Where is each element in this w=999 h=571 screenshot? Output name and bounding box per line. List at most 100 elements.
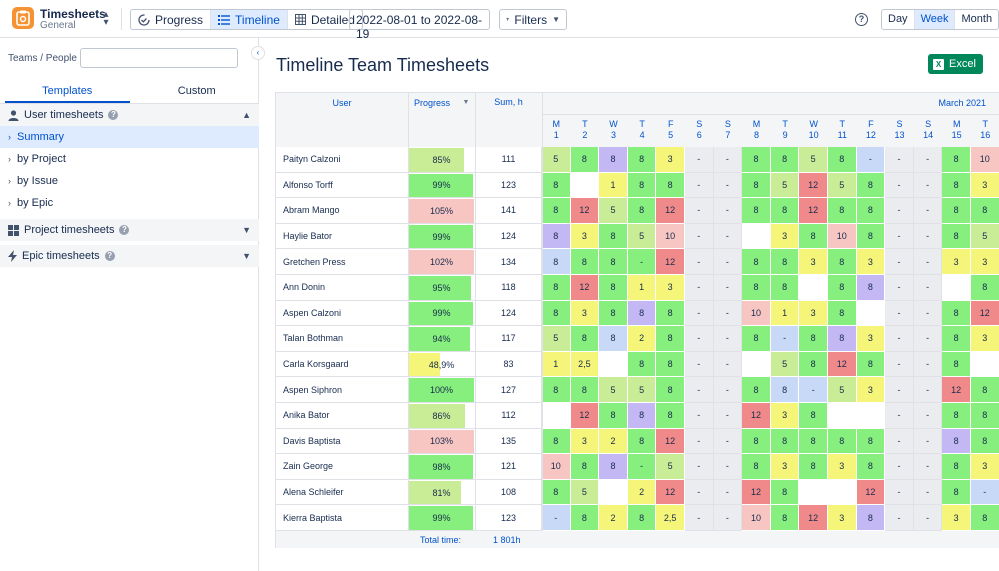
- time-cell[interactable]: -: [913, 377, 943, 403]
- table-row-user-name[interactable]: Alfonso Torff: [276, 173, 408, 199]
- time-cell[interactable]: 8: [570, 147, 600, 173]
- time-cell[interactable]: 3: [656, 147, 685, 173]
- time-cell[interactable]: 8: [656, 403, 685, 429]
- time-cell[interactable]: 8: [627, 198, 657, 224]
- time-cell[interactable]: 8: [770, 428, 800, 455]
- time-cell[interactable]: 5: [627, 223, 657, 250]
- timesheets-app-icon[interactable]: [12, 7, 34, 29]
- time-cell[interactable]: -: [913, 505, 943, 531]
- time-cell[interactable]: -: [885, 326, 914, 352]
- time-cell[interactable]: -: [913, 300, 943, 327]
- time-cell[interactable]: 8: [742, 377, 771, 403]
- time-cell[interactable]: 12: [742, 403, 771, 429]
- time-cell[interactable]: 8: [942, 403, 971, 429]
- time-cell[interactable]: 3: [971, 454, 999, 480]
- column-header-progress[interactable]: Progress: [414, 98, 451, 108]
- time-cell[interactable]: -: [685, 454, 714, 480]
- time-cell[interactable]: 12: [799, 505, 828, 531]
- time-cell[interactable]: 8: [942, 428, 971, 455]
- time-cell[interactable]: [542, 403, 571, 429]
- collapse-sidebar-button[interactable]: ‹: [251, 46, 265, 60]
- time-cell[interactable]: -: [713, 428, 743, 455]
- time-cell[interactable]: -: [885, 377, 914, 403]
- time-cell[interactable]: 8: [542, 275, 571, 301]
- time-cell[interactable]: 8: [856, 223, 886, 250]
- time-cell[interactable]: [799, 275, 828, 301]
- time-cell[interactable]: 12: [742, 479, 771, 506]
- time-cell[interactable]: 8: [542, 198, 571, 224]
- time-cell[interactable]: 8: [542, 479, 571, 506]
- time-cell[interactable]: -: [913, 223, 943, 250]
- time-cell[interactable]: 5: [627, 377, 657, 403]
- time-cell[interactable]: 3: [570, 223, 600, 250]
- time-cell[interactable]: 8: [799, 326, 828, 352]
- time-cell[interactable]: 8: [770, 147, 800, 173]
- time-cell[interactable]: -: [685, 479, 714, 506]
- time-cell[interactable]: 5: [542, 147, 571, 173]
- table-row-user-name[interactable]: Kierra Baptista: [276, 505, 408, 531]
- time-cell[interactable]: -: [885, 351, 914, 378]
- time-cell[interactable]: 5: [542, 326, 571, 352]
- table-row-user-name[interactable]: Talan Bothman: [276, 326, 408, 352]
- time-cell[interactable]: 8: [742, 454, 771, 480]
- time-cell[interactable]: 3: [828, 454, 857, 480]
- time-cell[interactable]: -: [685, 326, 714, 352]
- time-cell[interactable]: -: [885, 172, 914, 199]
- time-cell[interactable]: [570, 172, 600, 199]
- time-cell[interactable]: 3: [770, 223, 800, 250]
- time-cell[interactable]: 8: [971, 505, 999, 531]
- time-cell[interactable]: -: [685, 300, 714, 327]
- time-cell[interactable]: 5: [770, 351, 800, 378]
- time-cell[interactable]: 8: [599, 249, 628, 275]
- time-cell[interactable]: 8: [542, 377, 571, 403]
- time-cell[interactable]: 8: [656, 300, 685, 327]
- time-cell[interactable]: -: [885, 300, 914, 327]
- time-cell[interactable]: -: [713, 147, 743, 173]
- time-cell[interactable]: 1: [599, 172, 628, 199]
- time-cell[interactable]: 5: [570, 479, 600, 506]
- time-cell[interactable]: 8: [799, 403, 828, 429]
- time-cell[interactable]: 1: [770, 300, 800, 327]
- time-cell[interactable]: 8: [942, 454, 971, 480]
- time-cell[interactable]: 8: [742, 147, 771, 173]
- column-header-user[interactable]: User: [332, 98, 352, 108]
- time-cell[interactable]: 3: [942, 505, 971, 531]
- time-cell[interactable]: [599, 351, 628, 378]
- time-cell[interactable]: 8: [856, 351, 886, 378]
- time-cell[interactable]: 8: [799, 454, 828, 480]
- time-cell[interactable]: -: [885, 249, 914, 275]
- time-cell[interactable]: 5: [656, 454, 685, 480]
- time-cell[interactable]: 12: [570, 275, 600, 301]
- time-cell[interactable]: [799, 479, 828, 506]
- time-cell[interactable]: 8: [570, 326, 600, 352]
- time-cell[interactable]: -: [913, 403, 943, 429]
- time-cell[interactable]: 8: [828, 428, 857, 455]
- time-cell[interactable]: -: [913, 428, 943, 455]
- time-cell[interactable]: 8: [828, 326, 857, 352]
- table-row-user-name[interactable]: Aspen Calzoni: [276, 301, 408, 327]
- time-cell[interactable]: -: [685, 147, 714, 173]
- time-cell[interactable]: -: [913, 147, 943, 173]
- time-cell[interactable]: 8: [971, 403, 999, 429]
- time-cell[interactable]: -: [913, 479, 943, 506]
- time-cell[interactable]: -: [885, 454, 914, 480]
- time-cell[interactable]: 8: [627, 147, 657, 173]
- section-project-timesheets[interactable]: Project timesheets ? ▼: [0, 219, 259, 241]
- time-cell[interactable]: 2: [627, 479, 657, 506]
- time-cell[interactable]: 8: [542, 300, 571, 327]
- time-cell[interactable]: 2: [627, 326, 657, 352]
- time-cell[interactable]: 8: [770, 505, 800, 531]
- time-cell[interactable]: 8: [599, 300, 628, 327]
- time-cell[interactable]: 8: [942, 300, 971, 327]
- time-cell[interactable]: 8: [856, 275, 886, 301]
- time-cell[interactable]: 8: [627, 300, 657, 327]
- time-cell[interactable]: 3: [942, 249, 971, 275]
- time-cell[interactable]: -: [913, 249, 943, 275]
- time-cell[interactable]: 8: [656, 377, 685, 403]
- excel-export-button[interactable]: X Excel: [928, 54, 983, 74]
- time-cell[interactable]: 10: [742, 300, 771, 327]
- time-cell[interactable]: 8: [627, 172, 657, 199]
- time-cell[interactable]: 12: [656, 249, 685, 275]
- time-cell[interactable]: 2,5: [656, 505, 685, 531]
- time-cell[interactable]: -: [913, 172, 943, 199]
